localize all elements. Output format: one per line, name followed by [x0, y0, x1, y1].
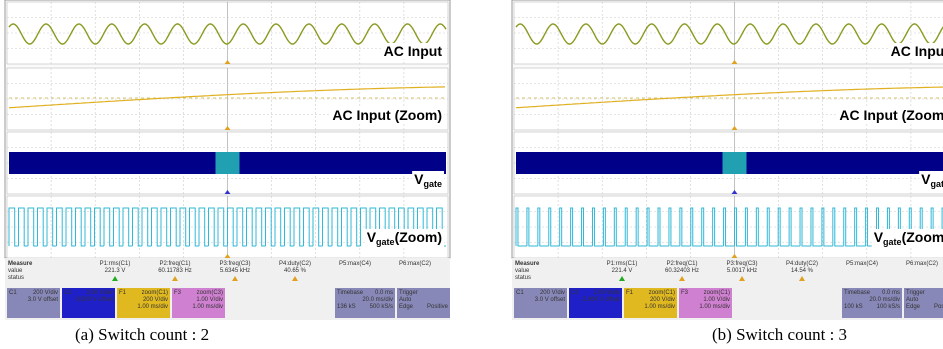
- channel-setting: -3.000 V offset: [74, 297, 113, 303]
- measure-name: P6:max(C2): [399, 261, 431, 267]
- trigger-text: Auto: [906, 297, 919, 303]
- caption: (a) Switch count : 2: [75, 325, 209, 344]
- measure-value: 40.65 %: [284, 268, 307, 274]
- vgate-label-part: gate: [930, 179, 943, 189]
- measure-name: P4:duty(C2): [279, 261, 311, 267]
- timebase-text: 20.0 ms/div: [869, 297, 900, 303]
- trigger-text: Trigger: [399, 290, 418, 296]
- measure-value: 5.0017 kHz: [727, 268, 757, 274]
- measure-value: 60.32403 Hz: [665, 268, 699, 274]
- measure-row-label: status: [515, 275, 531, 281]
- measure-value: 60.11783 Hz: [158, 268, 192, 274]
- measure-value: 5.6345 kHz: [220, 268, 250, 274]
- caption: (b) Switch count : 3: [712, 325, 847, 344]
- vgate-zoom-label-part: gate: [376, 237, 395, 247]
- vgate-zoom-label-part: (Zoom): [395, 229, 442, 245]
- channel-name: C2: [571, 290, 579, 296]
- trigger-text: Edge: [906, 304, 921, 310]
- measure-row-label: Measure: [515, 261, 540, 267]
- channel-name: F1: [119, 290, 127, 296]
- channel-setting: 200 V/div: [540, 290, 565, 296]
- trigger-text: Positive: [427, 304, 449, 310]
- measure-value: 221.3 V: [105, 268, 126, 274]
- timebase-text: 136 kS: [337, 304, 356, 310]
- measure-row-label: value: [8, 268, 23, 274]
- measure-name: P1:rms(C1): [607, 261, 638, 267]
- measure-row-label: status: [8, 275, 24, 281]
- scope-panel: AC InputAC Input (Zoom)VgateVgate(Zoom)M…: [512, 0, 943, 344]
- zoom-window: [216, 152, 240, 174]
- trigger-text: Positive: [934, 304, 943, 310]
- ac-input-zoom-label-part: AC Input (Zoom): [332, 107, 442, 123]
- channel-setting: 200 V/div: [143, 297, 168, 303]
- measure-value: 14.54 %: [791, 268, 814, 274]
- channel-setting: 200 V/div: [650, 297, 675, 303]
- vgate-zoom-label-part: gate: [883, 237, 902, 247]
- zoom-window: [723, 152, 747, 174]
- timebase-text: Timebase: [337, 290, 364, 296]
- measure-row-label: Measure: [8, 261, 33, 267]
- measure-name: P5:max(C4): [846, 261, 878, 267]
- vgate-zoom-label-part: (Zoom): [902, 229, 943, 245]
- figure: AC InputAC Input (Zoom)VgateVgate(Zoom)M…: [0, 0, 943, 349]
- trigger-text: Trigger: [906, 290, 925, 296]
- ac-input-zoom-label: AC Input (Zoom): [839, 107, 943, 123]
- timebase-text: 0.0 ms: [882, 290, 900, 296]
- channel-setting: 1.00 ms/div: [137, 304, 168, 310]
- channel-setting: 1.00 V/div: [196, 297, 223, 303]
- measure-name: P2:freq(C1): [159, 261, 190, 267]
- channel-setting: 1.00 ms/div: [699, 304, 730, 310]
- channel-setting: 3.0 V offset: [28, 297, 59, 303]
- channel-setting: zoom(C3): [197, 290, 223, 296]
- channel-setting: 2.00 V/div: [593, 290, 620, 296]
- measure-name: P3:freq(C3): [219, 261, 250, 267]
- trigger-text: Auto: [399, 297, 412, 303]
- vgate-label-part: gate: [423, 179, 442, 189]
- measure-value: 221.4 V: [612, 268, 633, 274]
- measure-name: P1:rms(C1): [100, 261, 131, 267]
- channel-setting: zoom(C1): [142, 290, 168, 296]
- measure-row-label: value: [515, 268, 530, 274]
- channel-name: F3: [174, 290, 182, 296]
- channel-setting: 2.00 V/div: [86, 290, 113, 296]
- channel-name: C1: [9, 290, 17, 296]
- timebase-text: 0.0 ms: [375, 290, 393, 296]
- ac-input-label: AC Input: [891, 43, 943, 59]
- timebase-text: Timebase: [844, 290, 871, 296]
- timebase-text: 100 kS/s: [877, 304, 900, 310]
- channel-name: C1: [516, 290, 524, 296]
- measure-name: P2:freq(C1): [666, 261, 697, 267]
- channel-setting: 200 V/div: [33, 290, 58, 296]
- ac-input-zoom-label: AC Input (Zoom): [332, 107, 442, 123]
- measure-name: P3:freq(C3): [726, 261, 757, 267]
- measure-name: P4:duty(C2): [786, 261, 818, 267]
- timebase-text: 20.0 ms/div: [362, 297, 393, 303]
- channel-setting: -2.800 V offset: [581, 297, 620, 303]
- channel-setting: 1.00 ms/div: [644, 304, 675, 310]
- ac-input-label: AC Input: [384, 43, 443, 59]
- channel-setting: 1.00 ms/div: [192, 304, 223, 310]
- channel-name: F3: [681, 290, 689, 296]
- channel-setting: 1.00 V/div: [703, 297, 730, 303]
- channel-name: F1: [626, 290, 634, 296]
- channel-setting: zoom(C1): [649, 290, 675, 296]
- timebase-text: 100 kS: [844, 304, 863, 310]
- channel-setting: 3.0 V offset: [535, 297, 566, 303]
- timebase-text: 500 kS/s: [370, 304, 393, 310]
- trigger-text: Edge: [399, 304, 414, 310]
- measure-name: P5:max(C4): [339, 261, 371, 267]
- ac-input-label-part: AC Input: [384, 43, 443, 59]
- ac-input-label-part: AC Input: [891, 43, 943, 59]
- channel-name: C2: [64, 290, 72, 296]
- ac-input-zoom-label-part: AC Input (Zoom): [839, 107, 943, 123]
- measure-name: P6:max(C2): [906, 261, 938, 267]
- channel-setting: zoom(C1): [704, 290, 730, 296]
